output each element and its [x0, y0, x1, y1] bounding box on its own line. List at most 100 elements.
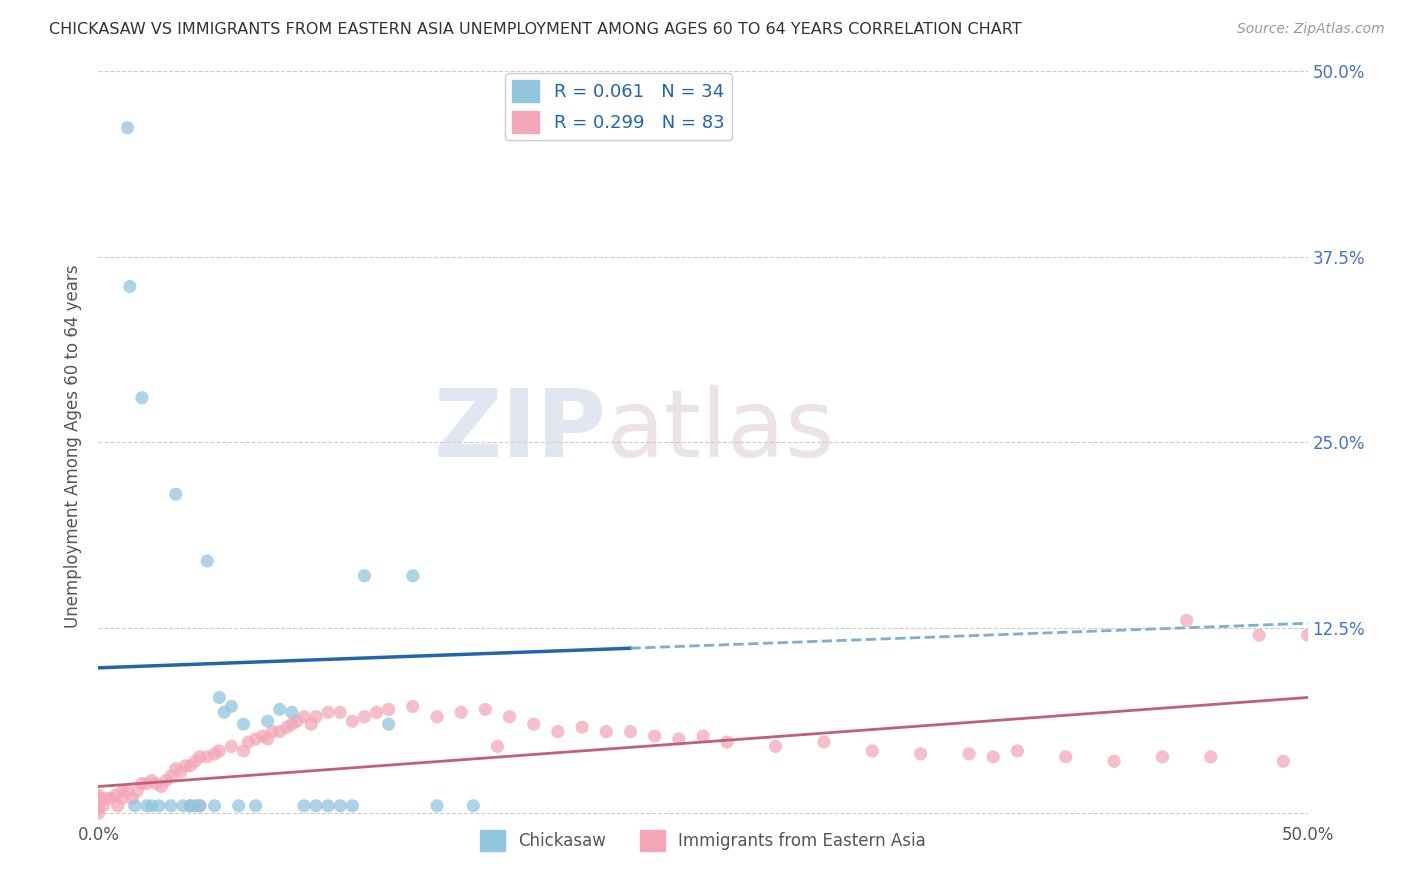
Point	[94, 791, 117, 805]
Point	[204, 798, 226, 813]
Point	[117, 120, 139, 135]
Point	[100, 791, 122, 805]
Point	[981, 749, 1004, 764]
Point	[644, 729, 666, 743]
Point	[342, 714, 364, 729]
Point	[131, 776, 153, 790]
Point	[118, 279, 141, 293]
Point	[329, 798, 352, 813]
Point	[87, 796, 110, 810]
Point	[299, 717, 322, 731]
Point	[188, 798, 211, 813]
Point	[571, 720, 593, 734]
Point	[276, 720, 298, 734]
Point	[245, 798, 267, 813]
Point	[1007, 744, 1029, 758]
Point	[238, 735, 260, 749]
Point	[523, 717, 546, 731]
Point	[402, 699, 425, 714]
Point	[104, 789, 127, 803]
Point	[426, 710, 449, 724]
Point	[426, 798, 449, 813]
Point	[716, 735, 738, 749]
Point	[188, 798, 211, 813]
Point	[148, 798, 170, 813]
Point	[87, 791, 110, 805]
Point	[150, 780, 173, 794]
Point	[281, 706, 304, 720]
Point	[342, 798, 364, 813]
Point	[141, 773, 163, 788]
Point	[316, 798, 339, 813]
Point	[292, 798, 315, 813]
Point	[1175, 613, 1198, 627]
Point	[195, 749, 218, 764]
Point	[1102, 754, 1125, 768]
Point	[160, 798, 183, 813]
Point	[131, 391, 153, 405]
Point	[595, 724, 617, 739]
Point	[305, 710, 328, 724]
Point	[212, 706, 235, 720]
Point	[135, 798, 157, 813]
Point	[232, 744, 254, 758]
Point	[245, 732, 267, 747]
Point	[1054, 749, 1077, 764]
Point	[353, 710, 375, 724]
Point	[692, 729, 714, 743]
Point	[316, 706, 339, 720]
Point	[165, 762, 187, 776]
Point	[155, 773, 177, 788]
Point	[160, 769, 183, 783]
Point	[91, 798, 114, 813]
Point	[87, 798, 110, 813]
Point	[208, 690, 231, 705]
Point	[377, 717, 399, 731]
Text: CHICKASAW VS IMMIGRANTS FROM EASTERN ASIA UNEMPLOYMENT AMONG AGES 60 TO 64 YEARS: CHICKASAW VS IMMIGRANTS FROM EASTERN ASI…	[49, 22, 1022, 37]
Point	[281, 717, 304, 731]
Point	[172, 798, 194, 813]
Point	[450, 706, 472, 720]
Point	[221, 699, 243, 714]
Point	[111, 784, 134, 798]
Text: Source: ZipAtlas.com: Source: ZipAtlas.com	[1237, 22, 1385, 37]
Point	[860, 744, 883, 758]
Point	[179, 758, 201, 772]
Point	[184, 754, 207, 768]
Point	[1296, 628, 1319, 642]
Point	[262, 724, 284, 739]
Point	[366, 706, 388, 720]
Point	[232, 717, 254, 731]
Point	[121, 791, 143, 805]
Point	[188, 749, 211, 764]
Point	[353, 569, 375, 583]
Point	[498, 710, 520, 724]
Point	[305, 798, 328, 813]
Point	[463, 798, 485, 813]
Point	[208, 744, 231, 758]
Point	[1249, 628, 1271, 642]
Text: ZIP: ZIP	[433, 385, 606, 477]
Point	[111, 791, 134, 805]
Point	[329, 706, 352, 720]
Y-axis label: Unemployment Among Ages 60 to 64 years: Unemployment Among Ages 60 to 64 years	[65, 264, 83, 628]
Point	[269, 702, 291, 716]
Point	[221, 739, 243, 754]
Point	[668, 732, 690, 747]
Point	[195, 554, 218, 568]
Point	[765, 739, 787, 754]
Point	[174, 758, 197, 772]
Point	[252, 729, 274, 743]
Point	[127, 784, 149, 798]
Point	[1199, 749, 1222, 764]
Point	[145, 776, 167, 790]
Point	[169, 764, 191, 779]
Point	[910, 747, 932, 761]
Point	[547, 724, 569, 739]
Point	[87, 806, 110, 821]
Point	[619, 724, 641, 739]
Point	[1152, 749, 1174, 764]
Point	[474, 702, 496, 716]
Point	[87, 794, 110, 808]
Point	[292, 710, 315, 724]
